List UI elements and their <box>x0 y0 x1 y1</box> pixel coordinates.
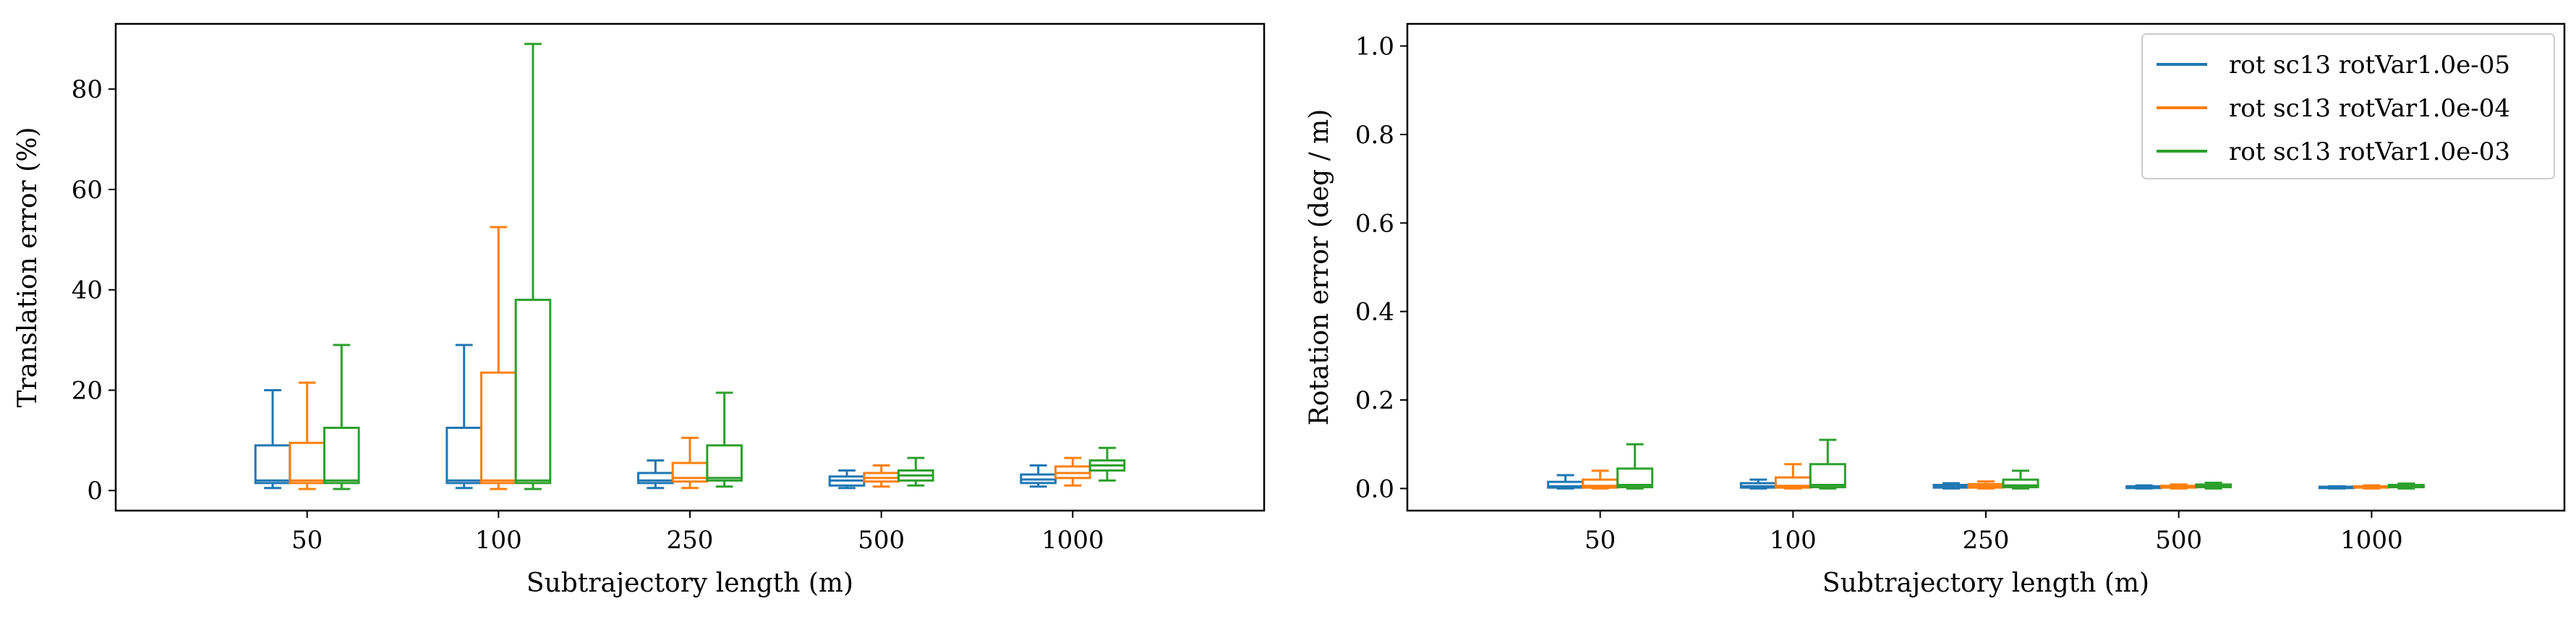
legend-item: rot sc13 rotVar1.0e-05 <box>2157 51 2510 80</box>
x-tick-label: 250 <box>1963 526 2010 555</box>
legend-label: rot sc13 rotVar1.0e-03 <box>2229 137 2510 166</box>
box-rot-sc13-rotvar1-0e-04-50 <box>289 381 325 490</box>
box-rot-sc13-rotvar1-0e-03-50 <box>1616 443 1654 490</box>
legend-item: rot sc13 rotVar1.0e-03 <box>2157 137 2510 166</box>
y-tick-label: 0.4 <box>1355 298 1394 327</box>
iqr-box <box>1616 467 1654 489</box>
legend: rot sc13 rotVar1.0e-05 rot sc13 rotVar1.0… <box>2141 33 2555 179</box>
legend-frame <box>2141 33 2555 179</box>
x-tick-label: 100 <box>1770 526 1817 555</box>
box-rot-sc13-rotvar1-0e-03-500 <box>897 456 934 487</box>
iqr-box <box>323 427 360 485</box>
box-rot-sc13-rotvar1-0e-03-100 <box>1809 438 1846 490</box>
y-tick-label: 0.0 <box>1355 474 1394 503</box>
iqr-box <box>1809 463 1846 489</box>
x-axis-label: Subtrajectory length (m) <box>1822 568 2149 598</box>
x-axis-label: Subtrajectory length (m) <box>526 568 853 598</box>
x-tick-label: 50 <box>1585 526 1616 555</box>
iqr-box <box>706 444 743 482</box>
y-tick-label: 0.2 <box>1355 386 1394 415</box>
iqr-box <box>2002 478 2039 489</box>
box-rot-sc13-rotvar1-0e-03-500 <box>2195 481 2232 490</box>
box-rot-sc13-rotvar1-0e-03-50 <box>323 344 360 490</box>
rotation-error-panel: 0.0 0.2 0.4 0.6 0.8 1.0 50 100 250 500 1000 Subtraj… <box>1305 22 2566 598</box>
y-tick-label: 0 <box>87 477 103 506</box>
box-rot-sc13-rotvar1-0e-03-250 <box>706 391 743 488</box>
x-tick-label: 500 <box>2155 526 2202 555</box>
x-tick-label: 1000 <box>2340 526 2403 555</box>
box-rot-sc13-rotvar1-0e-04-1000 <box>1054 456 1091 487</box>
y-tick-label: 60 <box>72 176 103 205</box>
x-tick-label: 100 <box>475 526 522 555</box>
y-tick-label: 0.6 <box>1355 209 1394 238</box>
legend-label: rot sc13 rotVar1.0e-04 <box>2229 94 2510 123</box>
box-rot-sc13-rotvar1-0e-05-1000 <box>1020 464 1057 488</box>
translation-error-panel: 0 20 40 60 80 50 100 250 500 1000 Subtrajectory le… <box>13 22 1266 598</box>
iqr-box <box>514 299 552 485</box>
box-rot-sc13-rotvar1-0e-05-250 <box>1932 482 1970 490</box>
box-rot-sc13-rotvar1-0e-03-1000 <box>1088 446 1126 482</box>
y-tick-label: 20 <box>72 376 103 405</box>
y-tick-label: 1.0 <box>1355 33 1394 61</box>
box-rot-sc13-rotvar1-0e-03-1000 <box>2387 482 2425 490</box>
y-axis-label: Rotation error (deg / m) <box>1305 109 1334 426</box>
x-tick-label: 250 <box>667 526 714 555</box>
box-rot-sc13-rotvar1-0e-05-50 <box>1547 474 1585 490</box>
box-rot-sc13-rotvar1-0e-03-100 <box>514 43 552 490</box>
box-rot-sc13-rotvar1-0e-04-500 <box>2160 483 2198 490</box>
legend-item: rot sc13 rotVar1.0e-04 <box>2157 94 2510 123</box>
box-rot-sc13-rotvar1-0e-05-1000 <box>2318 485 2355 490</box>
x-tick-label: 50 <box>291 526 323 555</box>
y-axis-label: Translation error (%) <box>13 127 43 408</box>
box-rot-sc13-rotvar1-0e-03-250 <box>2002 469 2039 490</box>
x-tick-label: 500 <box>858 526 905 555</box>
y-tick-label: 0.8 <box>1355 121 1394 150</box>
box-rot-sc13-rotvar1-0e-05-500 <box>2125 484 2163 490</box>
y-tick-label: 40 <box>72 276 103 305</box>
y-tick-label: 80 <box>72 75 103 104</box>
legend-label: rot sc13 rotVar1.0e-05 <box>2229 51 2510 80</box>
x-tick-label: 1000 <box>1041 526 1104 555</box>
box-rot-sc13-rotvar1-0e-04-1000 <box>2353 484 2390 490</box>
